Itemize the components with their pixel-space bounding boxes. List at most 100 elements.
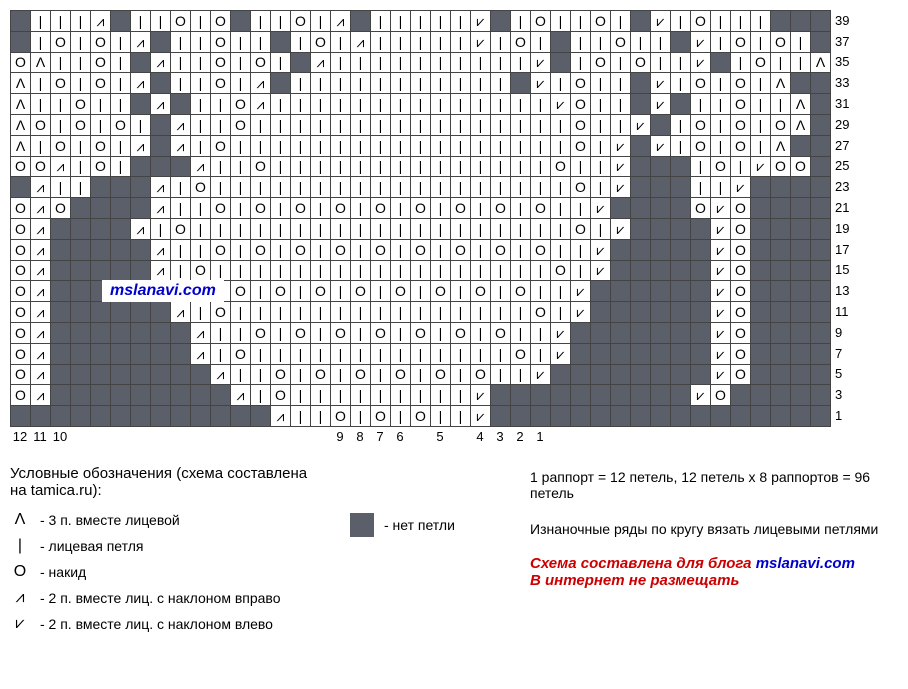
chart-cell xyxy=(51,344,71,365)
chart-cell: | xyxy=(411,94,431,115)
chart-cell: ⩘ xyxy=(31,385,51,406)
chart-cell: O xyxy=(331,406,351,427)
chart-cell xyxy=(671,281,691,302)
chart-cell: | xyxy=(391,115,411,136)
chart-cell: | xyxy=(191,53,211,74)
chart-cell: | xyxy=(351,157,371,178)
row-number: 33 xyxy=(835,72,861,93)
chart-cell xyxy=(71,406,91,427)
chart-cell: O xyxy=(211,11,231,32)
chart-cell: O xyxy=(11,385,31,406)
chart-cell: | xyxy=(711,136,731,157)
col-number xyxy=(310,429,330,447)
chart-cell: | xyxy=(451,11,471,32)
chart-cell xyxy=(651,198,671,219)
chart-cell: | xyxy=(491,344,511,365)
chart-cell: | xyxy=(391,32,411,53)
chart-cell: | xyxy=(331,177,351,198)
chart-cell: | xyxy=(551,281,571,302)
chart-cell xyxy=(551,32,571,53)
chart-cell xyxy=(631,136,651,157)
chart-cell: | xyxy=(471,115,491,136)
chart-cell: | xyxy=(451,385,471,406)
chart-cell: | xyxy=(171,32,191,53)
col-number xyxy=(770,429,790,447)
chart-cell: | xyxy=(91,115,111,136)
col-number xyxy=(570,429,590,447)
col-number xyxy=(70,429,90,447)
chart-cell: O xyxy=(51,198,71,219)
chart-cell: | xyxy=(331,219,351,240)
chart-cell xyxy=(91,302,111,323)
chart-cell: ⩘ xyxy=(131,32,151,53)
col-number xyxy=(610,429,630,447)
chart-cell xyxy=(631,281,651,302)
chart-cell xyxy=(791,240,811,261)
chart-cell: | xyxy=(371,136,391,157)
chart-cell: | xyxy=(471,157,491,178)
chart-cell: O xyxy=(771,157,791,178)
chart-cell: O xyxy=(251,323,271,344)
chart-cell: | xyxy=(791,32,811,53)
col-number: 6 xyxy=(390,429,410,447)
chart-cell xyxy=(631,73,651,94)
chart-cell: ⩘ xyxy=(331,11,351,32)
chart-cell xyxy=(511,73,531,94)
chart-cell xyxy=(111,406,131,427)
chart-cell: ⩘ xyxy=(151,53,171,74)
chart-cell: | xyxy=(391,406,411,427)
chart-cell: ⩗ xyxy=(751,157,771,178)
chart-cell: ⩗ xyxy=(651,136,671,157)
chart-cell: | xyxy=(271,157,291,178)
chart-cell: O xyxy=(371,323,391,344)
chart-cell xyxy=(171,406,191,427)
chart-cell xyxy=(71,240,91,261)
chart-cell: | xyxy=(651,32,671,53)
col-number xyxy=(650,429,670,447)
chart-cell: O xyxy=(711,385,731,406)
chart-cell xyxy=(51,323,71,344)
chart-cell xyxy=(751,240,771,261)
chart-cell: ⩗ xyxy=(611,136,631,157)
chart-cell xyxy=(191,385,211,406)
chart-cell: | xyxy=(351,115,371,136)
legend-symbol: ⩘ xyxy=(10,589,30,607)
chart-cell xyxy=(711,406,731,427)
chart-cell: O xyxy=(231,94,251,115)
chart-cell: ⩘ xyxy=(271,406,291,427)
legend-item: Λ- 3 п. вместе лицевой xyxy=(10,511,320,529)
chart-cell: | xyxy=(711,177,731,198)
legend-text: - 2 п. вместе лиц. с наклоном влево xyxy=(40,616,273,632)
chart-cell: ⩘ xyxy=(31,323,51,344)
chart-cell xyxy=(491,406,511,427)
chart-cell xyxy=(811,136,831,157)
chart-cell: | xyxy=(71,157,91,178)
chart-cell: O xyxy=(591,53,611,74)
chart-cell xyxy=(811,32,831,53)
chart-cell: | xyxy=(471,177,491,198)
chart-cell: | xyxy=(431,323,451,344)
chart-cell: | xyxy=(351,406,371,427)
chart-cell xyxy=(791,365,811,386)
chart-cell: | xyxy=(691,94,711,115)
chart-cell xyxy=(51,385,71,406)
chart-cell: | xyxy=(491,53,511,74)
chart-cell xyxy=(131,198,151,219)
chart-cell xyxy=(51,365,71,386)
chart-cell xyxy=(811,73,831,94)
chart-cell: ⩗ xyxy=(571,302,591,323)
chart-cell: | xyxy=(351,344,371,365)
chart-cell: | xyxy=(291,94,311,115)
chart-cell: O xyxy=(91,53,111,74)
chart-cell: | xyxy=(431,115,451,136)
chart-cell: | xyxy=(191,198,211,219)
chart-cell: | xyxy=(271,11,291,32)
row-number: 37 xyxy=(835,31,861,52)
chart-cell xyxy=(791,219,811,240)
chart-cell: O xyxy=(691,11,711,32)
chart-cell: O xyxy=(231,281,251,302)
chart-cell: | xyxy=(451,136,471,157)
chart-cell: O xyxy=(571,94,591,115)
chart-cell xyxy=(811,198,831,219)
chart-cell xyxy=(191,365,211,386)
